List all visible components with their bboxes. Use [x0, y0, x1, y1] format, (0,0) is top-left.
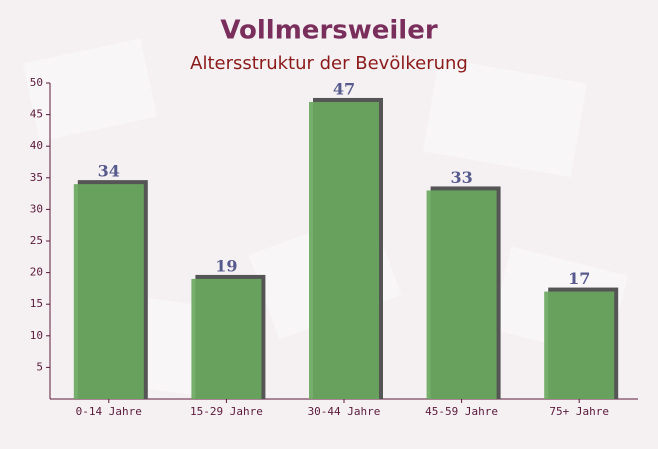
y-tick-label: 35: [30, 171, 43, 184]
y-tick-label: 50: [30, 76, 43, 89]
bar: [73, 184, 144, 399]
x-tick-label: 0-14 Jahre: [76, 405, 142, 418]
y-tick-label: 20: [30, 266, 43, 279]
x-tick-label: 75+ Jahre: [549, 405, 609, 418]
y-tick-label: 5: [36, 360, 43, 373]
x-tick-label: 30-44 Jahre: [308, 405, 381, 418]
value-label: 19: [215, 256, 237, 275]
y-tick-label: 10: [30, 329, 43, 342]
chart-subtitle: Altersstruktur der Bevölkerung: [190, 53, 468, 74]
x-tick-label: 15-29 Jahre: [190, 405, 263, 418]
bar: [426, 190, 497, 399]
bar: [191, 278, 262, 399]
y-tick-label: 30: [30, 202, 43, 215]
value-label: 47: [333, 79, 355, 98]
value-label: 17: [568, 269, 590, 288]
value-label: 34: [98, 162, 120, 181]
chart-title: Vollmersweiler: [220, 16, 438, 46]
y-tick-label: 40: [30, 139, 43, 152]
bar: [309, 101, 379, 400]
bar: [544, 291, 615, 399]
value-label: 33: [450, 168, 472, 187]
y-tick-label: 15: [30, 297, 43, 310]
y-tick-label: 25: [30, 234, 43, 247]
x-tick-label: 45-59 Jahre: [425, 405, 498, 418]
y-tick-label: 45: [30, 108, 43, 121]
